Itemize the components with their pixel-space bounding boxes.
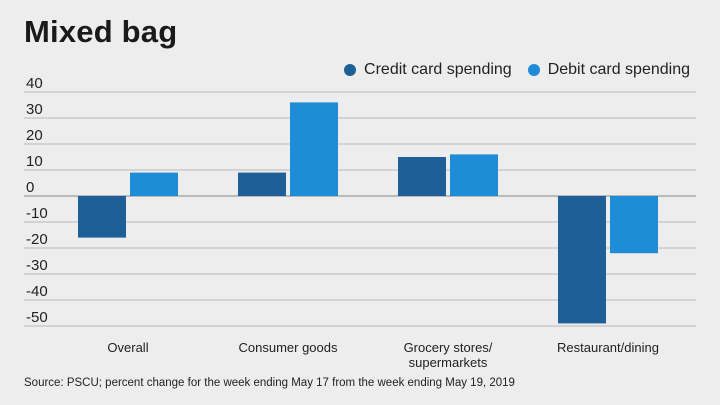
category-label: Overall (107, 340, 148, 355)
y-tick-label: 10 (26, 153, 43, 170)
bar-credit-3 (558, 196, 606, 324)
legend-label-credit: Credit card spending (364, 61, 512, 78)
bar-credit-1 (238, 172, 286, 196)
bar-debit-1 (290, 102, 338, 196)
category-label: Grocery stores/ (404, 340, 493, 355)
category-label: supermarkets (409, 355, 488, 370)
y-tick-label: 0 (26, 179, 34, 196)
chart-title: Mixed bag (24, 14, 178, 49)
bar-credit-0 (78, 196, 126, 238)
y-tick-label: -30 (26, 257, 48, 274)
legend-item-credit: Credit card spending (344, 61, 512, 79)
legend: Credit card spending Debit card spending (344, 61, 690, 79)
legend-swatch-credit (344, 64, 357, 76)
bar-credit-2 (398, 157, 446, 196)
bar-debit-2 (450, 154, 498, 196)
y-tick-label: 40 (26, 75, 43, 92)
source-note: Source: PSCU; percent change for the wee… (24, 377, 515, 389)
y-tick-label: -50 (26, 309, 48, 326)
y-tick-label: -10 (26, 205, 48, 222)
y-tick-label: -20 (26, 231, 48, 248)
category-label: Consumer goods (239, 340, 338, 355)
legend-label-debit: Debit card spending (547, 61, 690, 78)
legend-item-debit: Debit card spending (527, 61, 690, 79)
y-tick-label: 30 (26, 101, 43, 118)
bar-debit-3 (610, 196, 658, 254)
legend-swatch-debit (527, 64, 540, 76)
y-tick-label: -40 (26, 283, 48, 300)
bar-debit-0 (130, 172, 178, 196)
category-label: Restaurant/dining (557, 340, 659, 355)
y-tick-label: 20 (26, 127, 43, 144)
